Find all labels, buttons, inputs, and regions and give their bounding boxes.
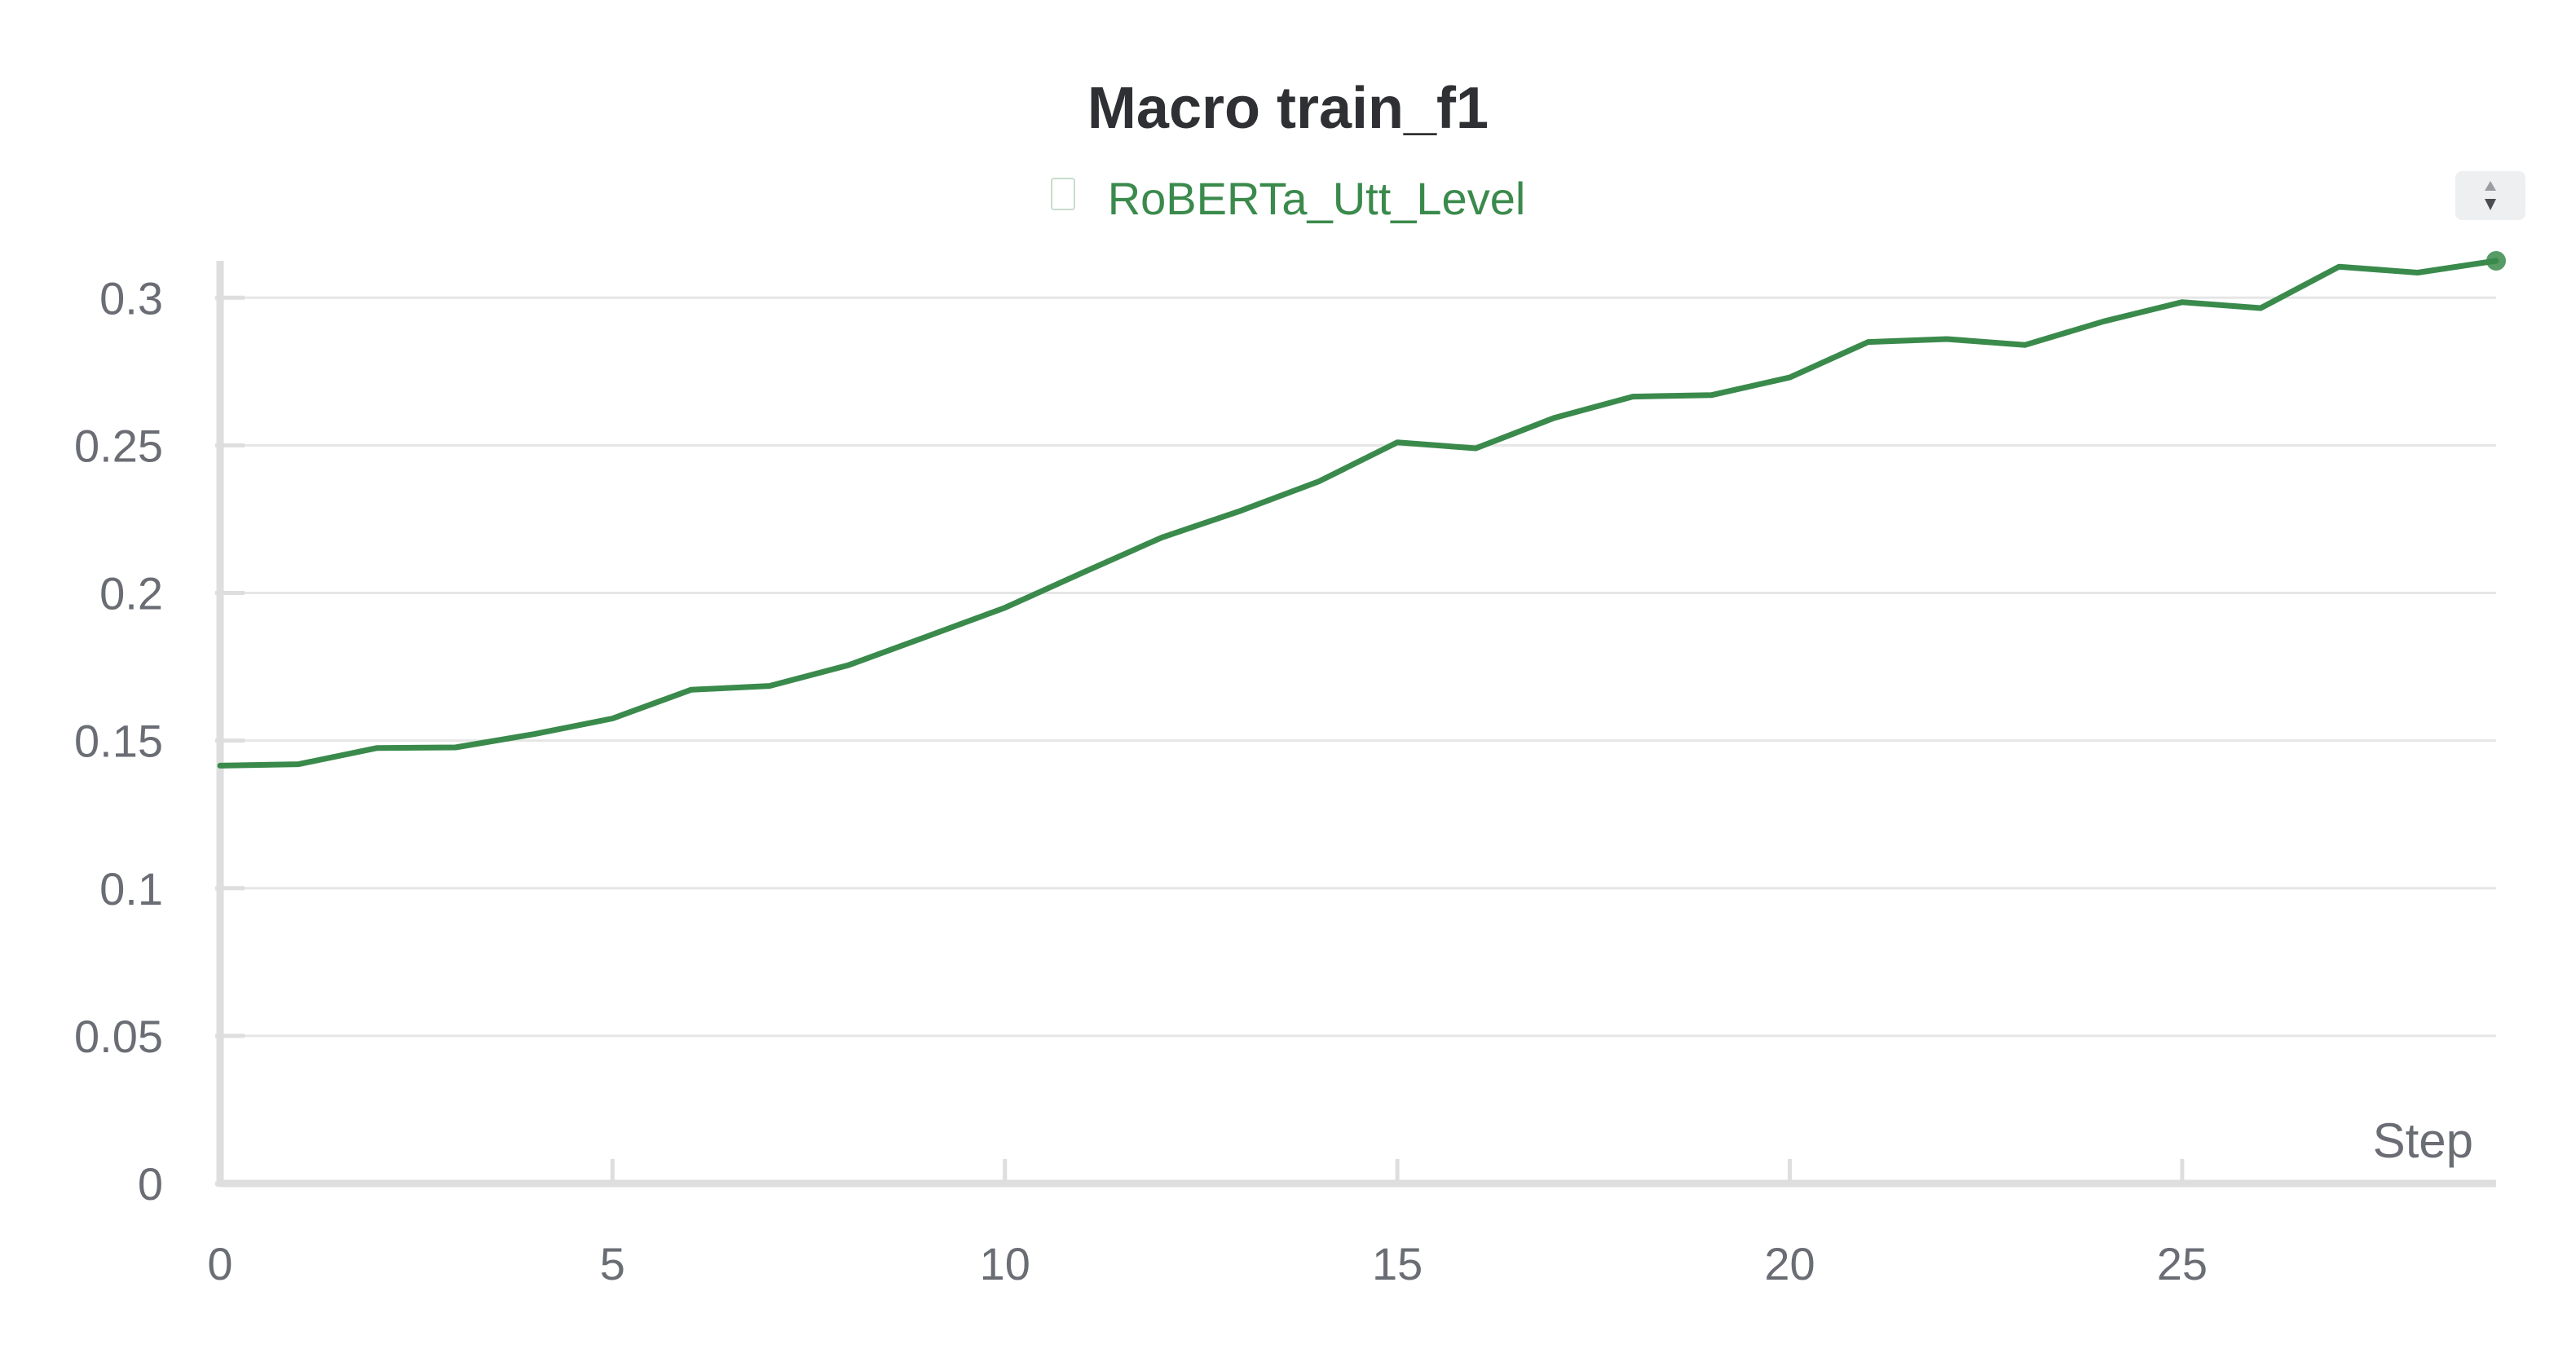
- legend: RoBERTa_Utt_Level: [0, 167, 2576, 227]
- y-tick-label: 0.25: [74, 420, 163, 471]
- series-line: [217, 258, 2499, 769]
- x-tick-label: 0: [207, 1238, 232, 1289]
- legend-scroll-control[interactable]: [2455, 171, 2525, 220]
- data-point: [2486, 251, 2506, 271]
- y-tick-label: 0.1: [99, 863, 163, 914]
- x-tick-label: 20: [1764, 1238, 1815, 1289]
- y-tick-label: 0.3: [99, 272, 163, 324]
- x-tick-label: 25: [2157, 1238, 2208, 1289]
- chart-title: Macro train_f1: [1087, 76, 1489, 141]
- x-tick-label: 10: [980, 1238, 1030, 1289]
- y-tick-label: 0.2: [99, 568, 163, 619]
- sort-arrows-icon: [2485, 181, 2496, 210]
- x-axis-title: Step: [2373, 1113, 2473, 1168]
- y-tick-label: 0.05: [74, 1011, 163, 1062]
- x-tick-label: 15: [1372, 1238, 1423, 1289]
- y-tick-label: 0: [138, 1158, 163, 1210]
- x-tick-label: 5: [600, 1238, 625, 1289]
- y-tick-label: 0.15: [74, 716, 163, 767]
- legend-label: RoBERTa_Utt_Level: [1107, 173, 1526, 225]
- legend-checkbox[interactable]: [1050, 178, 1075, 211]
